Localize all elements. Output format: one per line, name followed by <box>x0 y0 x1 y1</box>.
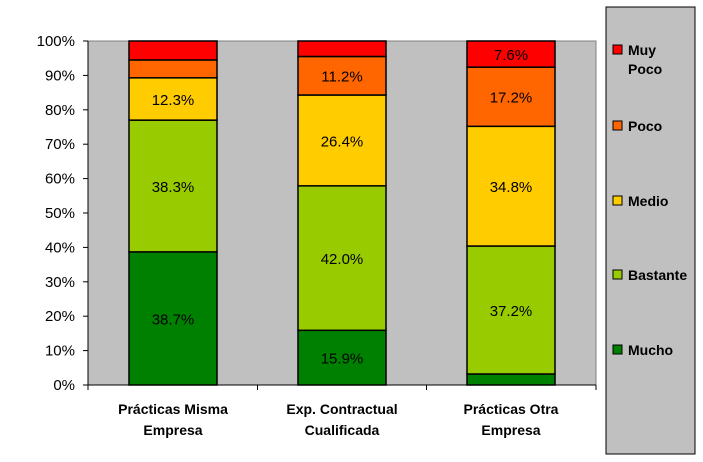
legend-swatch <box>612 44 623 55</box>
legend-swatch <box>612 344 623 355</box>
legend-swatch <box>612 120 623 131</box>
data-label: 26.4% <box>321 133 364 150</box>
bar-segment <box>297 40 387 58</box>
legend-box <box>605 6 696 455</box>
data-label: 34.8% <box>490 179 533 196</box>
legend-swatch <box>612 195 623 206</box>
legend-label: Poco <box>628 118 662 134</box>
y-tick-label: 50% <box>45 205 75 222</box>
x-category-label: Prácticas Misma <box>118 401 228 417</box>
legend-label: Poco <box>628 61 662 77</box>
y-tick-label: 30% <box>45 274 75 291</box>
y-tick-label: 70% <box>45 136 75 153</box>
legend-label: Medio <box>628 193 668 209</box>
data-label: 42.0% <box>321 251 364 268</box>
legend-label: Bastante <box>628 267 687 283</box>
legend-swatch <box>612 269 623 280</box>
bar-segment <box>297 329 387 386</box>
x-category-label: Exp. Contractual <box>286 401 397 417</box>
bar-segment <box>297 185 387 332</box>
data-label: 15.9% <box>321 351 364 368</box>
x-category-label: Empresa <box>481 422 540 438</box>
data-label: 38.3% <box>152 179 195 196</box>
bar-segment <box>466 40 556 68</box>
x-category-label: Cualificada <box>305 422 380 438</box>
data-label: 17.2% <box>490 90 533 107</box>
data-label: 12.3% <box>152 92 195 109</box>
data-label: 38.7% <box>152 311 195 328</box>
y-tick-label: 60% <box>45 171 75 188</box>
y-tick-label: 10% <box>45 343 75 360</box>
bar-segment <box>128 77 218 121</box>
x-category-label: Prácticas Otra <box>464 401 559 417</box>
y-tick-label: 0% <box>53 377 75 394</box>
y-tick-label: 90% <box>45 67 75 84</box>
bar-segment <box>297 55 387 96</box>
bar-segment <box>466 125 556 247</box>
y-tick-label: 40% <box>45 239 75 256</box>
bar-segment <box>466 245 556 375</box>
bar-segment <box>128 251 218 386</box>
data-label: 7.6% <box>494 47 528 64</box>
legend-label: Muy <box>628 42 656 58</box>
bar-segment <box>128 40 218 61</box>
data-label: 11.2% <box>321 69 362 86</box>
bar-segment <box>466 373 556 386</box>
legend-label: Mucho <box>628 342 673 358</box>
bar-segment <box>128 59 218 79</box>
y-tick-label: 100% <box>37 33 75 50</box>
bar-segment <box>128 119 218 253</box>
x-category-label: Empresa <box>143 422 202 438</box>
data-label: 37.2% <box>490 303 533 320</box>
y-tick-label: 20% <box>45 308 75 325</box>
y-tick-label: 80% <box>45 102 75 119</box>
